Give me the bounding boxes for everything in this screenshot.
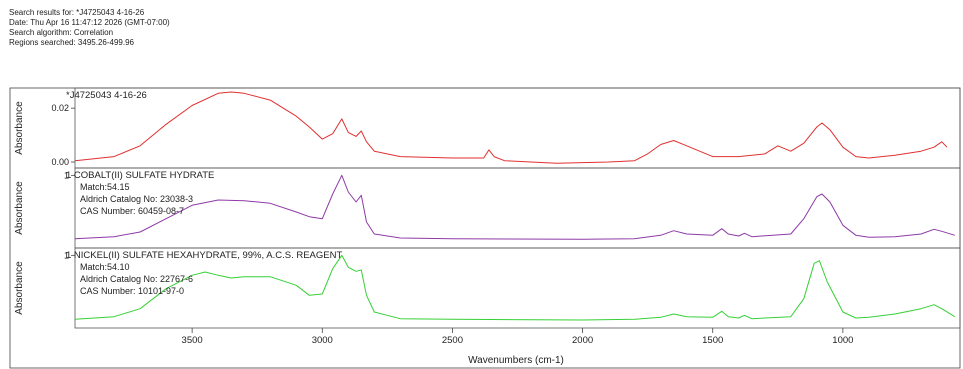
- series-line-2: [74, 174, 955, 240]
- panel-info-line: CAS Number: 60459-08-7: [80, 206, 184, 216]
- y-axis-label: Absorbance: [14, 261, 25, 315]
- x-tick-label: 3000: [312, 335, 333, 346]
- panel-2: 1 Absorbance 1 COBALT(II) SULFATE HYDRATEM…: [14, 167, 961, 249]
- y-tick-label: 1: [64, 250, 69, 260]
- series-line-1: [74, 91, 948, 164]
- panel-3: 1 Absorbance 1 NICKEL(II) SULFATE HEXAHYDR…: [14, 247, 961, 329]
- panel-info-line: Aldrich Catalog No: 23038-3: [80, 194, 193, 204]
- x-tick-label: 1000: [832, 335, 853, 346]
- x-axis: 3500 3000 2500 2000 1500 1000: [182, 328, 853, 346]
- date-line: Date: Thu Apr 16 11:47:12 2026 (GMT-07:0…: [9, 18, 170, 27]
- chart-outer-frame: [9, 87, 961, 369]
- x-tick-label: 2000: [572, 335, 593, 346]
- x-tick-label: 1500: [702, 335, 723, 346]
- y-tick-label: 1: [64, 170, 69, 180]
- search-header: Search results for: *J4725043 4-16-26 Da…: [9, 8, 170, 48]
- regions-line: Regions searched: 3495.26-499.96: [9, 38, 134, 47]
- y-tick-label: 0.00: [51, 157, 69, 167]
- panel-name: *J4725043 4-16-26: [66, 90, 147, 101]
- x-tick-label: 2500: [442, 335, 463, 346]
- y-tick-label: 0.02: [51, 103, 69, 113]
- series-line-3: [74, 254, 956, 321]
- panel-name: 1 NICKEL(II) SULFATE HEXAHYDRATE, 99%, A…: [66, 250, 342, 261]
- y-axis-label: Absorbance: [14, 101, 25, 155]
- panel-1: 0.02 0.00 Absorbance *J4725043 4-16-26: [14, 87, 961, 169]
- panels-group: 0.02 0.00 Absorbance *J4725043 4-16-26 1 Abso…: [14, 87, 961, 329]
- panel-info-line: Aldrich Catalog No: 22767-6: [80, 274, 193, 284]
- algorithm-line: Search algorithm: Correlation: [9, 28, 114, 37]
- panel-info-line: Match:54.10: [80, 262, 130, 272]
- y-axis-label: Absorbance: [14, 181, 25, 235]
- x-axis-label: Wavenumbers (cm-1): [468, 355, 564, 366]
- panel-name: 1 COBALT(II) SULFATE HYDRATE: [66, 170, 214, 181]
- search-results-line: Search results for: *J4725043 4-16-26: [9, 8, 145, 17]
- panel-info-line: Match:54.15: [80, 182, 130, 192]
- x-tick-label: 3500: [182, 335, 203, 346]
- panel-frame: [74, 247, 961, 329]
- panel-info-line: CAS Number: 10101-97-0: [80, 286, 184, 296]
